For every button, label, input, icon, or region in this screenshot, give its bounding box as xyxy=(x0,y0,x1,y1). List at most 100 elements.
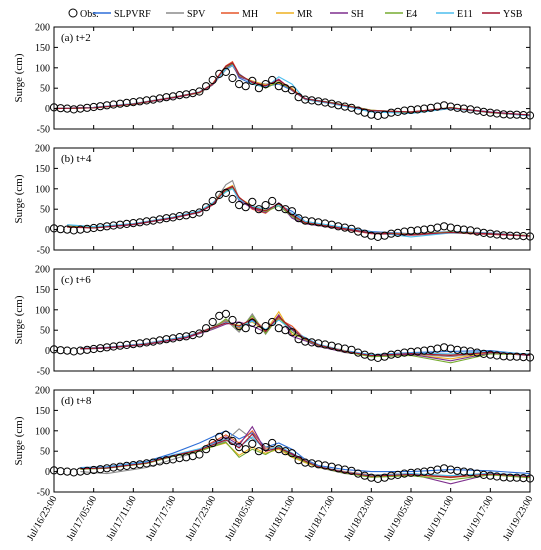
obs-point xyxy=(486,108,495,117)
obs-point xyxy=(261,322,270,331)
obs-point xyxy=(63,225,72,234)
legend-label-mr: MR xyxy=(297,9,313,20)
legend-label-e11: E11 xyxy=(457,9,473,20)
obs-point xyxy=(221,309,230,318)
obs-point xyxy=(96,223,105,232)
obs-point xyxy=(248,318,257,327)
obs-point xyxy=(69,105,78,114)
obs-point xyxy=(129,219,138,228)
obs-point xyxy=(102,222,112,231)
obs-point xyxy=(499,473,508,482)
obs-point xyxy=(129,98,138,107)
obs-point xyxy=(83,103,92,112)
obs-point xyxy=(453,466,462,475)
obs-point xyxy=(228,436,237,446)
panel-title: (a) t+2 xyxy=(61,32,91,44)
y-tick-label: 200 xyxy=(35,23,50,34)
obs-point xyxy=(116,341,125,350)
obs-point xyxy=(96,465,105,474)
series-line-mr xyxy=(80,310,531,360)
series-line-ysb xyxy=(80,433,531,478)
obs-point xyxy=(235,80,244,89)
obs-point xyxy=(307,338,316,347)
y-tick-label: 100 xyxy=(35,426,50,437)
obs-point xyxy=(486,350,495,359)
panel-2: -50 0 50 100 150 200 Surge (cm) (b) t+4 xyxy=(13,144,535,257)
obs-point xyxy=(479,228,488,237)
y-tick-label: 100 xyxy=(35,184,50,195)
x-tick-label: Jul/18/05:00 xyxy=(223,494,258,543)
y-tick-label: 150 xyxy=(35,285,50,296)
y-tick-label: 50 xyxy=(40,326,50,337)
obs-point xyxy=(69,468,78,477)
obs-point xyxy=(122,219,131,228)
obs-point xyxy=(195,87,204,96)
obs-point xyxy=(287,449,297,458)
obs-point xyxy=(241,324,250,333)
obs-point xyxy=(459,467,468,476)
obs-point xyxy=(162,93,171,102)
obs-point xyxy=(413,468,422,477)
obs-point xyxy=(208,317,217,327)
obs-point xyxy=(406,105,416,114)
y-tick-label: 100 xyxy=(35,305,50,316)
obs-point xyxy=(241,82,250,91)
obs-point xyxy=(499,110,508,119)
obs-point xyxy=(347,103,356,112)
obs-point xyxy=(512,231,521,240)
obs-point xyxy=(261,201,270,210)
x-tick-label: Jul/18/11:00 xyxy=(263,494,297,542)
obs-point xyxy=(287,207,297,216)
obs-point xyxy=(486,471,495,480)
obs-point xyxy=(69,347,78,356)
obs-point xyxy=(413,105,422,114)
obs-point xyxy=(413,347,422,356)
panel-title: (d) t+8 xyxy=(61,395,92,407)
obs-point xyxy=(301,95,310,104)
obs-point xyxy=(459,346,468,355)
x-tick-label: Jul/17/11:00 xyxy=(105,494,139,542)
obs-point xyxy=(254,205,263,214)
obs-point xyxy=(202,203,211,212)
obs-point xyxy=(440,343,449,352)
obs-point xyxy=(142,338,151,347)
obs-point xyxy=(406,226,416,235)
obs-point xyxy=(129,461,138,470)
obs-point xyxy=(268,196,277,206)
legend-label-mh: MH xyxy=(242,9,258,20)
y-tick-label: -50 xyxy=(37,125,50,136)
x-tick-label: Jul/19/11:00 xyxy=(422,494,456,542)
obs-point xyxy=(506,231,515,240)
obs-point xyxy=(254,84,263,93)
obs-point xyxy=(109,463,118,472)
series-line-ysb xyxy=(67,185,531,237)
obs-point xyxy=(347,224,356,233)
obs-point xyxy=(387,350,396,359)
series-line-spv xyxy=(80,312,531,358)
obs-point xyxy=(241,203,250,212)
obs-point xyxy=(63,467,72,476)
obs-point xyxy=(499,231,508,240)
obs-point xyxy=(519,111,528,120)
panel-title: (c) t+6 xyxy=(61,274,91,286)
obs-point xyxy=(202,445,211,454)
series-line-e11 xyxy=(80,436,531,477)
y-tick-label: 50 xyxy=(40,205,50,216)
series-line-e11 xyxy=(67,188,531,238)
obs-point xyxy=(506,110,515,119)
series-line-e11 xyxy=(80,319,531,356)
y-tick-label: -50 xyxy=(37,488,50,499)
obs-point xyxy=(433,344,442,353)
obs-point xyxy=(440,222,449,231)
obs-point xyxy=(274,324,283,333)
obs-point xyxy=(83,224,92,233)
obs-point xyxy=(162,214,171,223)
obs-point xyxy=(142,217,151,226)
y-axis-label: Surge (cm) xyxy=(13,174,25,223)
obs-point xyxy=(453,103,462,112)
obs-point xyxy=(301,458,310,467)
obs-point xyxy=(63,346,72,355)
obs-point xyxy=(228,73,237,83)
panel-1: -50 0 50 100 150 200 Surge (cm) (a) t+2 xyxy=(13,23,535,136)
